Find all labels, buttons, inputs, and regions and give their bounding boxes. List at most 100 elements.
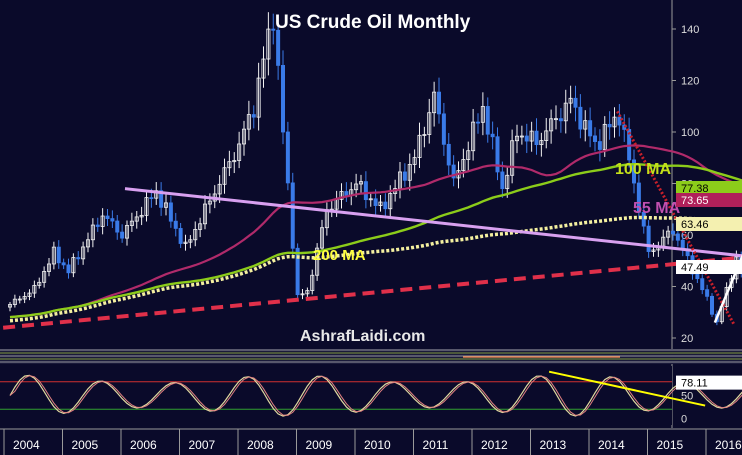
candle-body [149, 197, 154, 200]
candle-body [436, 91, 441, 115]
candle-body [480, 106, 485, 123]
candle-body [305, 290, 310, 295]
candle-body [66, 264, 71, 274]
candle-body [710, 295, 715, 315]
candle-body [42, 271, 47, 283]
candle-body [178, 228, 183, 244]
candle-body [666, 230, 671, 238]
candle-body [266, 28, 271, 60]
candle-body [134, 216, 139, 222]
osc-tick-label: 0 [681, 413, 687, 425]
candle-body [573, 97, 578, 108]
candle-body [37, 281, 42, 286]
candle-body [588, 120, 593, 137]
candle-body [358, 181, 363, 185]
x-tick-label: 2007 [189, 438, 216, 452]
candle-body [597, 141, 602, 150]
candle-body [27, 292, 32, 297]
x-tick-label: 2010 [364, 438, 391, 452]
candle-body [466, 150, 471, 160]
candle-body [593, 135, 598, 142]
candle-body [461, 159, 466, 172]
ma-annotation: 55 MA [633, 200, 681, 217]
candle-body [378, 201, 383, 206]
candle-body [534, 130, 539, 146]
candle-body [554, 118, 559, 121]
y-tick-label: 20 [681, 333, 693, 345]
candle-body [227, 161, 232, 169]
candle-body [632, 159, 637, 184]
candle-body [125, 225, 130, 239]
volume-strip [0, 349, 742, 364]
candle-body [339, 191, 344, 200]
candle-body [51, 246, 56, 265]
ma-100-line [9, 162, 742, 319]
candle-body [110, 218, 115, 222]
ma-annotation: 100 MA [615, 161, 671, 178]
candle-body [17, 298, 22, 301]
stoch-label-box [676, 375, 742, 390]
price-label: 63.46 [681, 219, 709, 231]
trendline-solid [124, 187, 742, 258]
trendline-solid [713, 253, 742, 324]
candle-body [285, 131, 290, 184]
price-label: 73.65 [681, 195, 709, 207]
candle-body [563, 102, 568, 122]
osc-tick-label: 50 [681, 391, 693, 403]
ma-55-line [9, 144, 742, 319]
candle-body [539, 140, 544, 146]
y-tick-label: 60 [681, 230, 693, 242]
candle-body [139, 214, 144, 218]
candle-body [315, 247, 320, 276]
candle-body [651, 249, 656, 252]
y-tick-label: 40 [681, 282, 693, 294]
price-label-box [676, 193, 742, 207]
candle-body [417, 134, 422, 159]
x-tick-label: 2016 [715, 438, 742, 452]
candle-body [193, 228, 198, 241]
candle-body [495, 136, 500, 173]
candle-body [100, 215, 105, 227]
candle-body [173, 220, 178, 229]
candle-body [568, 97, 573, 104]
stoch-trendline [548, 370, 706, 407]
candle-body [427, 112, 432, 135]
candle-body [549, 118, 554, 132]
candle-body [344, 191, 349, 196]
candle-body [505, 174, 510, 190]
candle-body [217, 183, 222, 195]
candle-body [475, 121, 480, 124]
candle-body [705, 289, 710, 297]
price-label-box [676, 217, 742, 231]
candle-body [290, 182, 295, 249]
stoch-k-line [9, 374, 742, 417]
candle-body [485, 106, 490, 135]
candle-body [280, 65, 285, 133]
candle-body [695, 273, 700, 280]
candle-body [276, 29, 281, 66]
candle-body [159, 190, 164, 208]
candle-body [12, 298, 17, 305]
x-axis: 2004 2005 2006 2007 2008 2009 2010 2011 2012 2013… [0, 428, 742, 455]
stoch-last-value: 78.11 [681, 378, 708, 390]
trendline-dotted [616, 110, 736, 326]
y-tick-label: 120 [681, 76, 699, 88]
y-tick-label: 140 [681, 24, 699, 36]
candle-body [183, 241, 188, 244]
candle-body [519, 135, 524, 138]
candle-body [295, 247, 300, 296]
osc-bg [0, 366, 672, 425]
candle-body [115, 220, 120, 233]
candle-body [56, 246, 61, 264]
candle-body [646, 225, 651, 252]
candle-body [251, 114, 256, 118]
candle-body [363, 181, 368, 201]
candle-body [61, 262, 66, 266]
candle-body [524, 135, 529, 142]
candle-body [246, 114, 251, 130]
candle-body [105, 215, 110, 220]
candle-body [544, 130, 549, 141]
candle-body [500, 171, 505, 190]
